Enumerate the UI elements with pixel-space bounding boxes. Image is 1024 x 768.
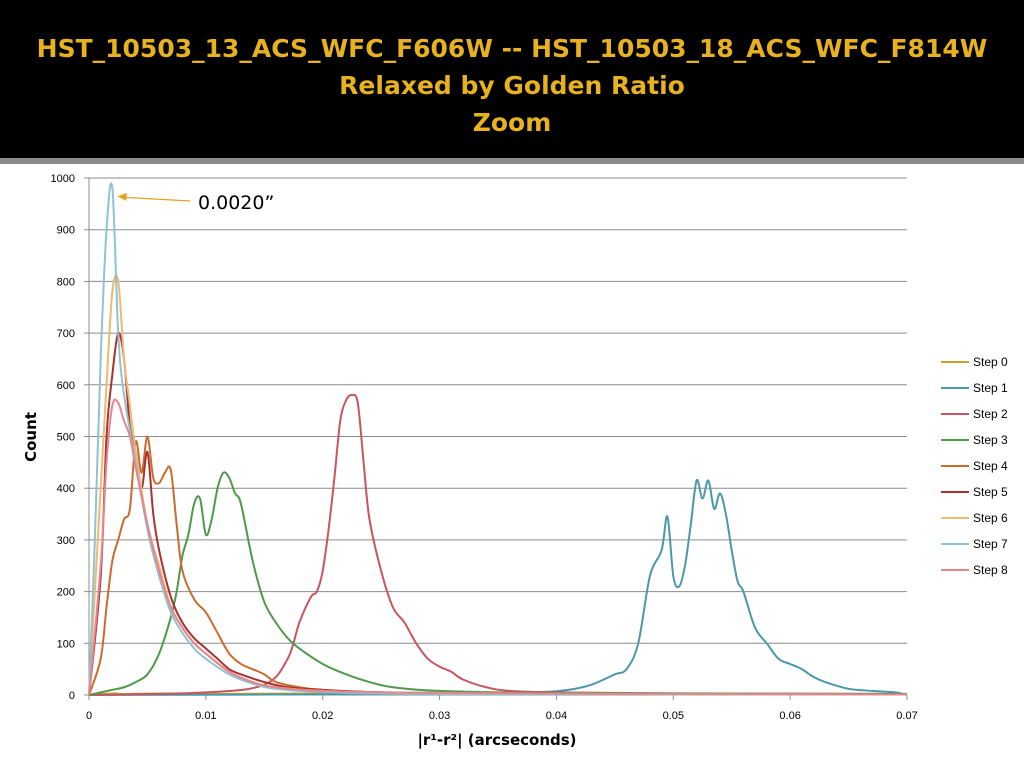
y-tick-label-5: 500 [57,432,75,444]
annotation-arrow [123,196,191,202]
x-tick-label-5: 0.05 [663,710,684,722]
legend-label-4: Step 4 [973,459,1008,473]
y-tick-label-3: 300 [57,535,75,547]
series-line-step-6 [88,274,908,696]
legend: Step 0 Step 1 Step 2 Step 3 Step 4 Step 5 Step… [941,355,1008,577]
header-divider [0,158,1024,164]
x-tick-label-2: 0.02 [312,710,333,722]
annotation-label: 0.0020” [198,192,274,214]
legend-label-8: Step 8 [973,563,1008,577]
title-line-3: Zoom [472,108,552,137]
legend-label-7: Step 7 [973,537,1008,551]
y-tick-label-2: 200 [57,587,75,599]
legend-label-6: Step 6 [973,511,1008,525]
peak-annotation: 0.0020” [117,192,274,214]
y-axis-ticks: 0 100 200 300 400 500 600 700 800 900 1000 [51,173,89,702]
y-tick-label-10: 1000 [51,173,75,185]
series-line-step-5 [88,331,908,696]
y-tick-label-4: 400 [57,483,75,495]
y-tick-label-1: 100 [57,638,75,650]
y-tick-label-9: 900 [57,225,75,237]
x-tick-label-7: 0.07 [896,710,917,722]
y-tick-label-0: 0 [69,690,75,702]
y-tick-label-7: 700 [57,328,75,340]
legend-label-1: Step 1 [973,381,1008,395]
x-tick-label-3: 0.03 [429,710,450,722]
annotation-arrowhead [117,192,127,201]
slide-header [0,0,1024,158]
x-tick-label-6: 0.06 [779,710,800,722]
legend-label-3: Step 3 [973,433,1008,447]
series-line-step-2 [88,393,908,696]
legend-label-0: Step 0 [973,355,1008,369]
legend-label-5: Step 5 [973,485,1008,499]
title-line-2: Relaxed by Golden Ratio [339,71,685,100]
x-axis-ticks: 0 0.01 0.02 0.03 0.04 0.05 0.06 0.07 [86,695,918,722]
slide-title: HST_10503_13_ACS_WFC_F606W -- HST_10503_… [0,30,1024,141]
series-line-step-4 [88,435,908,696]
x-axis-title: |r¹-r²| (arcseconds) [417,731,576,750]
y-tick-label-8: 800 [57,276,75,288]
gridlines [89,177,907,644]
series-lines [88,182,908,696]
x-tick-label-1: 0.01 [195,710,216,722]
series-line-step-7 [88,182,908,696]
x-tick-label-0: 0 [86,710,92,722]
series-line-step-1 [88,478,908,696]
legend-label-2: Step 2 [973,407,1008,421]
series-line-step-3 [88,471,908,696]
series-line-step-8 [88,398,908,696]
y-axis-title: Count [22,412,40,462]
y-tick-label-6: 600 [57,380,75,392]
x-tick-label-4: 0.04 [546,710,567,722]
title-line-1: HST_10503_13_ACS_WFC_F606W -- HST_10503_… [36,34,988,63]
